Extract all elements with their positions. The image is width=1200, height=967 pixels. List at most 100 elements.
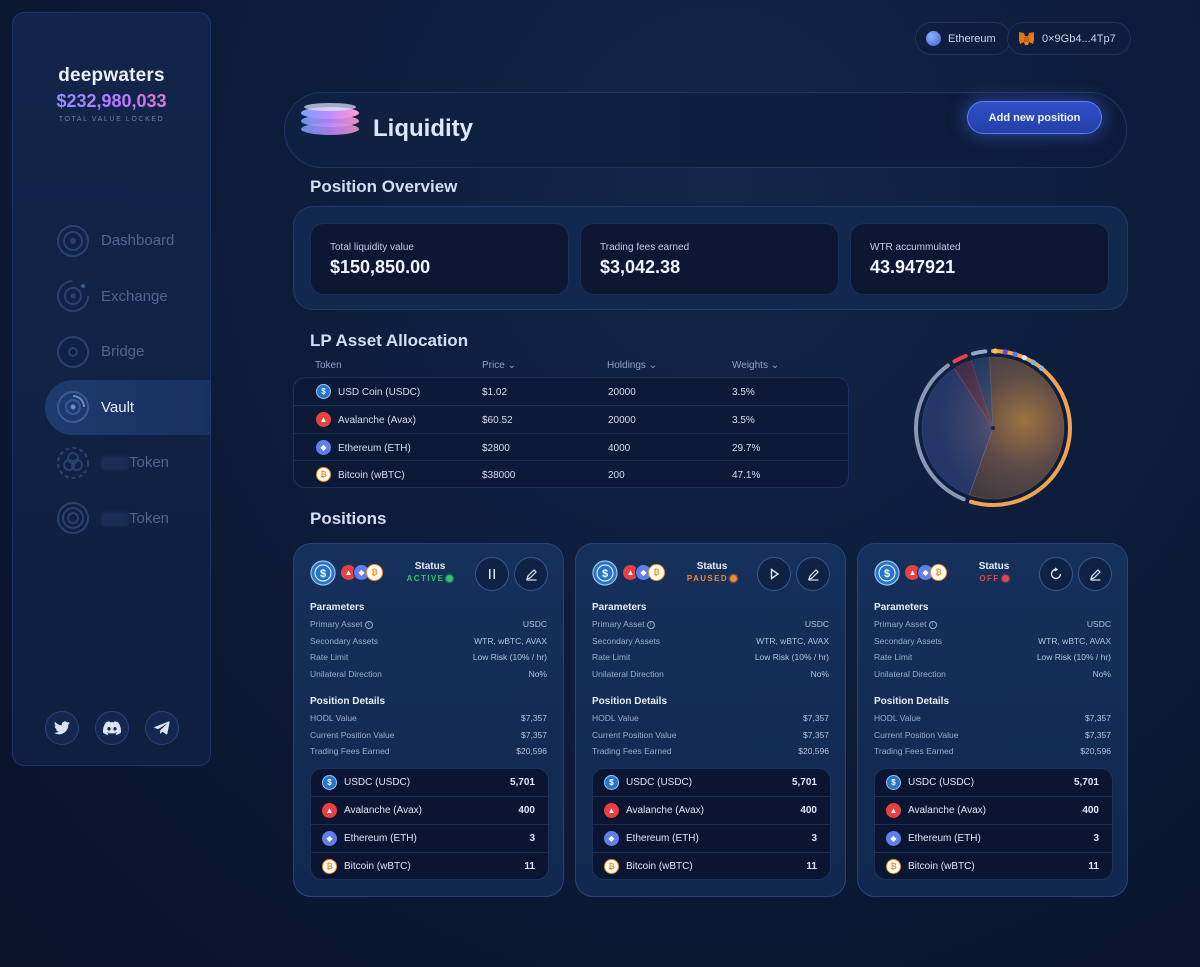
restart-button[interactable] — [1039, 557, 1073, 591]
nav-label: Dashboard — [101, 232, 175, 250]
edit-button[interactable] — [796, 557, 830, 591]
info-icon[interactable]: i — [364, 620, 373, 629]
status-label: Status — [414, 561, 446, 572]
detail-value: $7,357 — [521, 713, 547, 723]
position-card: $ ▲ ◆ ₿ Status ACTIVE Parameters Primary Asset … — [293, 543, 564, 897]
network-selector[interactable]: Ethereum — [915, 22, 1011, 55]
positions-title: Positions — [310, 509, 387, 528]
nav-item-token-2[interactable]: Token — [13, 491, 210, 547]
table-row[interactable]: ₿ Bitcoin (wBTC) 11 — [311, 853, 548, 879]
page-title: Liquidity — [373, 115, 473, 142]
table-row[interactable]: $ USDC (USDC) 5,701 — [593, 769, 830, 797]
parameter-row: Unilateral Direction No% — [592, 669, 829, 681]
asset-name: Bitcoin (wBTC) — [626, 861, 693, 872]
parameter-value: Low Risk (10% / hr) — [472, 652, 547, 663]
metamask-icon — [1019, 32, 1034, 45]
detail-key: Trading Fees Earned — [310, 746, 390, 757]
detail-row: HODL Value $7,357 — [310, 713, 547, 725]
restart-icon — [1050, 567, 1062, 580]
table-row[interactable]: ▲ Avalanche (Avax) $60.52 20000 3.5% — [294, 406, 848, 434]
table-row[interactable]: ₿ Bitcoin (wBTC) 11 — [593, 853, 830, 879]
pie-slice[interactable] — [970, 356, 994, 429]
detail-value: $7,357 — [1085, 729, 1111, 740]
bitcoin-icon: ₿ — [930, 564, 947, 581]
table-row[interactable]: $ USDC (USDC) 5,701 — [875, 769, 1112, 797]
table-row[interactable]: ◆ Ethereum (ETH) $2800 4000 29.7% — [294, 434, 848, 462]
blurred-text — [101, 456, 129, 471]
position-assets-table: $ USDC (USDC) 5,701 ▲ Avalanche (Avax) 400 ◆ Et… — [592, 768, 831, 880]
stat-label: WTR accummulated — [870, 242, 961, 253]
avalanche-icon: ▲ — [604, 803, 619, 818]
table-row[interactable]: ◆ Ethereum (ETH) 3 — [875, 825, 1112, 853]
parameter-row: Primary Asset i USDC — [310, 619, 547, 631]
token-holdings: 20000 — [608, 414, 636, 426]
info-icon[interactable]: i — [928, 620, 937, 629]
token-price: $1.02 — [482, 387, 508, 398]
edit-button[interactable] — [1078, 557, 1112, 591]
asset-name: Ethereum (ETH) — [908, 833, 981, 844]
allocation-pie-chart — [914, 348, 1072, 507]
parameter-key: Rate Limit — [310, 652, 349, 663]
nav-item-exchange[interactable]: Exchange — [13, 269, 210, 325]
parameter-row: Rate Limit Low Risk (10% / hr) — [310, 652, 547, 664]
column-header-label: Holdings — [607, 360, 646, 371]
bitcoin-icon: ₿ — [322, 859, 337, 874]
pie-minor-dot — [1038, 365, 1045, 371]
wallet-button[interactable]: 0×9Gb4...4Tp7 — [1007, 22, 1131, 55]
table-row[interactable]: ₿ Bitcoin (wBTC) 11 — [875, 853, 1112, 879]
asset-name: Bitcoin (wBTC) — [344, 861, 411, 872]
brand-name[interactable]: deepwaters — [58, 65, 165, 86]
status-block: Status ACTIVE — [397, 561, 463, 583]
column-header-holdings[interactable]: Holdings ⌄ — [607, 360, 657, 371]
chevron-down-icon: ⌄ — [507, 360, 516, 371]
twitter-button[interactable] — [45, 711, 79, 745]
discord-button[interactable] — [95, 711, 129, 745]
tvl-label: TOTAL VALUE LOCKED — [58, 116, 165, 123]
nav-item-bridge[interactable]: Bridge — [13, 324, 210, 380]
status-dot-icon — [446, 575, 454, 582]
add-position-button[interactable]: Add new position — [967, 101, 1102, 134]
table-row[interactable]: ▲ Avalanche (Avax) 400 — [875, 797, 1112, 825]
pie-slice[interactable] — [968, 356, 1065, 500]
parameter-key: Unilateral Direction — [592, 669, 664, 680]
nav-item-vault[interactable]: Vault — [45, 379, 210, 435]
column-header-weights[interactable]: Weights ⌄ — [732, 360, 779, 371]
info-icon[interactable]: i — [646, 620, 655, 629]
bitcoin-icon: ₿ — [604, 859, 619, 874]
token-name: Bitcoin (wBTC) — [338, 470, 405, 482]
asset-name: Avalanche (Avax) — [908, 805, 987, 816]
stat-value: $3,042.38 — [600, 257, 681, 277]
parameter-value: Low Risk (10% / hr) — [754, 652, 829, 663]
table-row[interactable]: ▲ Avalanche (Avax) 400 — [311, 797, 548, 825]
parameter-key: Primary Asset — [874, 619, 927, 629]
table-row[interactable]: ₿ Bitcoin (wBTC) $38000 200 47.1% — [294, 461, 848, 487]
parameter-value: Low Risk (10% / hr) — [1036, 652, 1111, 663]
dashboard-icon — [57, 224, 89, 257]
nav-label: Vault — [101, 398, 135, 416]
table-row[interactable]: ▲ Avalanche (Avax) 400 — [593, 797, 830, 825]
liquidity-logo-icon — [301, 103, 359, 135]
pie-slice[interactable] — [953, 360, 994, 429]
column-header-price[interactable]: Price ⌄ — [482, 360, 516, 371]
resume-button[interactable] — [757, 557, 791, 591]
status-text: PAUSED — [686, 574, 729, 583]
position-card: $ ▲ ◆ ₿ Status PAUSED Parameters Primary Asset … — [575, 543, 846, 897]
table-row[interactable]: ◆ Ethereum (ETH) 3 — [593, 825, 830, 853]
nav-item-token[interactable]: Token — [13, 435, 210, 491]
status-block: Status PAUSED — [679, 561, 745, 583]
table-row[interactable]: ◆ Ethereum (ETH) 3 — [311, 825, 548, 853]
parameter-row: Primary Asset i USDC — [874, 619, 1111, 631]
pause-button[interactable] — [475, 557, 509, 591]
token-weight: 47.1% — [732, 470, 761, 482]
parameter-value: WTR, wBTC, AVAX — [1038, 635, 1111, 646]
avalanche-icon: ▲ — [886, 803, 901, 818]
table-row[interactable]: $ USDC (USDC) 5,701 — [311, 769, 548, 797]
status-badge: ACTIVE — [397, 574, 463, 583]
token-price: $38000 — [482, 470, 516, 482]
edit-button[interactable] — [514, 557, 548, 591]
telegram-button[interactable] — [145, 711, 179, 745]
nav-item-dashboard[interactable]: Dashboard — [13, 213, 210, 269]
pie-slice[interactable] — [921, 367, 994, 496]
table-row[interactable]: $ USD Coin (USDC) $1.02 20000 3.5% — [294, 378, 848, 406]
parameter-key: Unilateral Direction — [310, 669, 382, 680]
